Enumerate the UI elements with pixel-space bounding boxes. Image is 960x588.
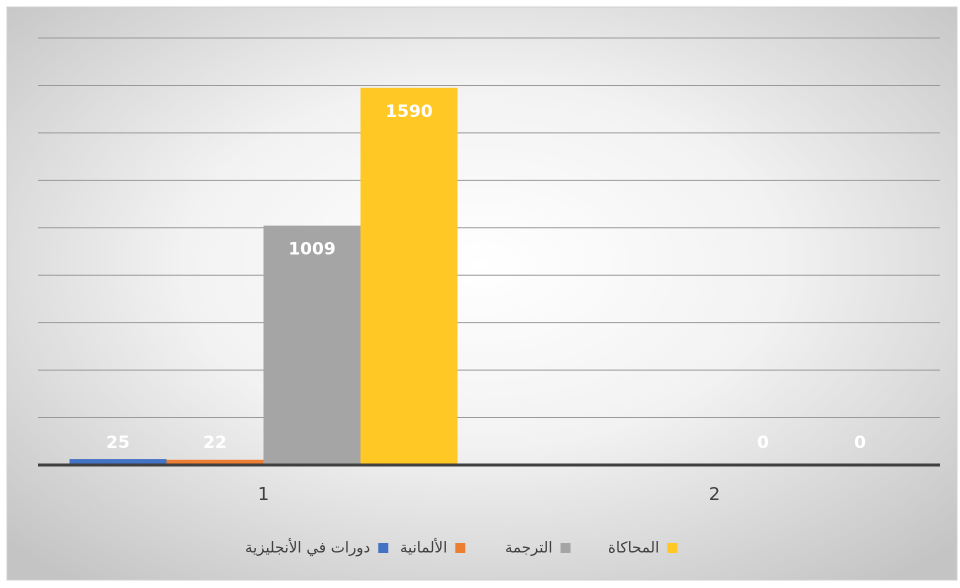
data-label: 1590 [385,102,432,122]
bar [360,87,458,466]
data-label: 1009 [288,240,335,260]
legend-label: دورات في الأنجليزية [245,538,370,558]
data-label: 0 [757,433,769,453]
legend-marker [667,543,678,553]
bar [69,459,167,465]
bar [166,459,264,465]
x-tick-label: 2 [709,484,720,505]
x-tick-label: 1 [258,484,269,505]
data-label: 25 [106,433,130,453]
chart-frame [6,6,958,581]
legend-label: المحاكاة [608,539,659,557]
data-label: 22 [203,433,227,453]
bar [263,225,361,465]
legend-marker [455,543,466,553]
legend-marker [378,543,389,553]
data-label: 0 [854,433,866,453]
legend-label: الترجمة [505,539,553,557]
legend-label: الألمانية [400,538,447,557]
legend-marker [560,543,571,553]
